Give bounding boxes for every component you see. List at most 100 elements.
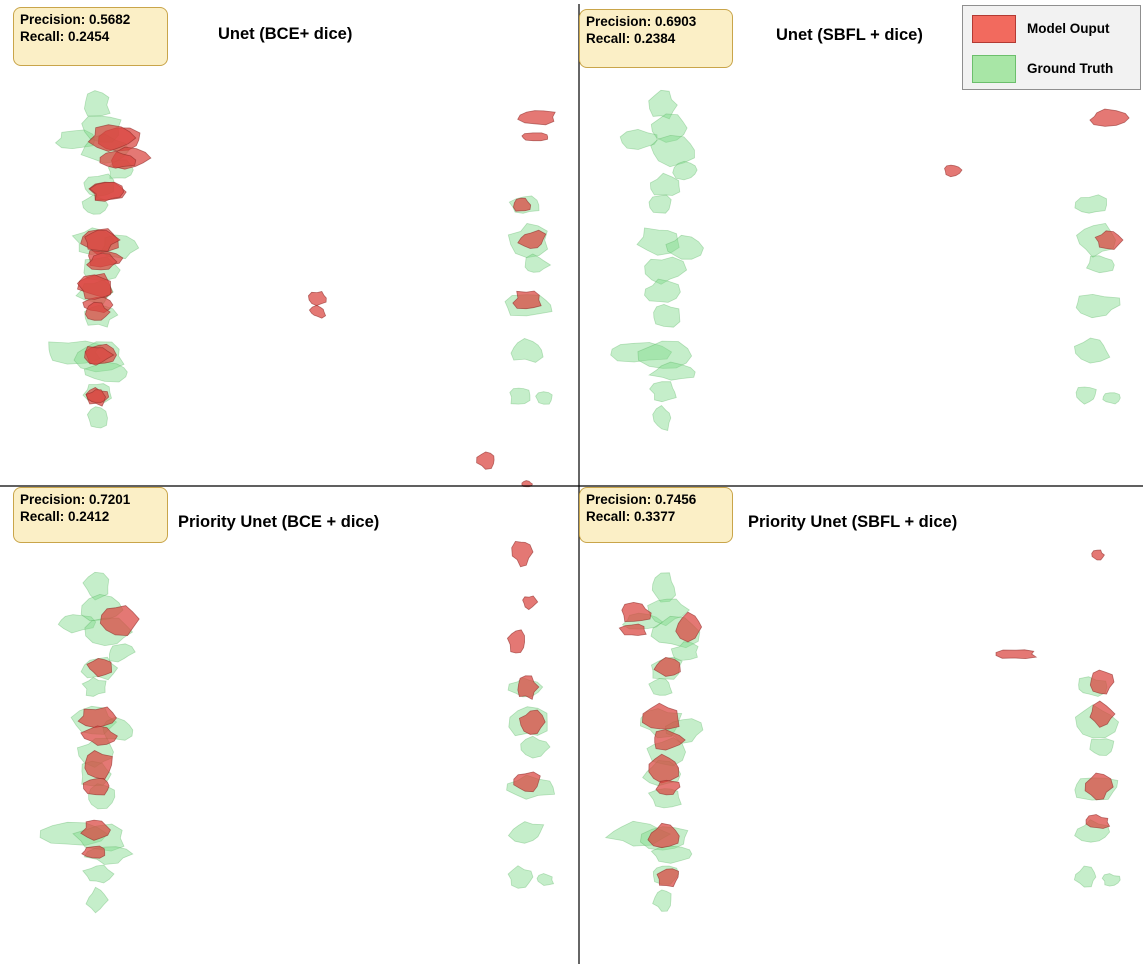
ground-truth-region <box>1085 255 1115 274</box>
ground-truth-region <box>509 387 531 405</box>
model-output-region <box>522 595 539 611</box>
ground-truth-region <box>649 381 677 403</box>
recall-value: Recall: 0.2384 <box>586 31 676 46</box>
ground-truth-region <box>83 90 111 117</box>
model-output-region <box>675 611 703 643</box>
model-output-region <box>512 197 532 212</box>
model-output-region <box>995 649 1038 660</box>
ground-truth-region <box>637 340 693 369</box>
precision-value: Precision: 0.7456 <box>586 492 697 507</box>
model-output-region <box>476 451 495 470</box>
metrics-box-priority-unet-sbfl: Precision: 0.7456 Recall: 0.3377 <box>579 487 733 543</box>
ground-truth-region <box>670 641 699 661</box>
model-output-region <box>1094 230 1124 250</box>
legend: Model Ouput Ground Truth <box>962 5 1141 90</box>
panel-priority-unet-sbfl-dice <box>604 549 1121 912</box>
ground-truth-region <box>1101 873 1121 887</box>
recall-value: Recall: 0.2454 <box>20 29 110 44</box>
model-output-region <box>80 819 111 841</box>
ground-truth-region <box>652 404 672 431</box>
ground-truth-region <box>665 234 704 260</box>
ground-truth-region <box>650 134 695 168</box>
model-output-region <box>654 729 686 751</box>
model-output-region <box>944 164 963 178</box>
ground-truth-region <box>648 194 672 214</box>
ground-truth-region <box>1074 194 1108 214</box>
legend-label-model-output: Model Ouput <box>1027 21 1110 36</box>
model-output-region <box>517 110 556 126</box>
ground-truth-region <box>108 643 136 663</box>
model-output-region <box>513 771 541 793</box>
model-output-region <box>518 709 546 735</box>
panel-title-priority-unet-sbfl: Priority Unet (SBFL + dice) <box>748 513 958 531</box>
ground-truth-region <box>648 361 696 381</box>
ground-truth-region <box>619 128 658 150</box>
precision-value: Precision: 0.7201 <box>20 492 131 507</box>
model-output-region <box>511 540 534 568</box>
metrics-box-priority-unet-bce: Precision: 0.7201 Recall: 0.2412 <box>13 487 168 543</box>
ground-truth-region <box>651 572 677 603</box>
model-output-region <box>82 777 110 796</box>
model-output-region <box>1084 772 1114 801</box>
ground-truth-region <box>536 873 555 886</box>
ground-truth-region <box>86 406 108 429</box>
metrics-box-unet-sbfl: Precision: 0.6903 Recall: 0.2384 <box>579 9 733 68</box>
ground-truth-region <box>82 571 110 601</box>
ground-truth-region <box>653 303 681 328</box>
ground-truth-region <box>647 598 691 627</box>
ground-truth-region <box>1089 738 1115 756</box>
ground-truth-region <box>644 278 681 303</box>
ground-truth-region <box>85 886 109 914</box>
ground-truth-region <box>636 227 680 256</box>
ground-truth-region <box>672 160 698 181</box>
model-output-region <box>621 601 652 623</box>
legend-label-ground-truth: Ground Truth <box>1027 61 1114 76</box>
model-output-region <box>655 779 681 796</box>
model-output-region <box>99 605 140 637</box>
ground-truth-region <box>507 865 534 889</box>
ground-truth-region <box>507 821 545 844</box>
model-output-region <box>84 229 121 252</box>
ground-truth-region <box>1075 386 1097 405</box>
ground-truth-swatch <box>972 55 1016 83</box>
model-output-region <box>85 389 107 404</box>
ground-truth-region <box>510 338 544 363</box>
model-output-region <box>653 656 681 677</box>
model-output-region <box>521 132 549 142</box>
precision-value: Precision: 0.6903 <box>586 14 697 29</box>
ground-truth-region <box>1073 337 1111 364</box>
panel-title-unet-bce: Unet (BCE+ dice) <box>218 25 353 43</box>
model-output-region <box>89 181 125 202</box>
model-output-region <box>517 675 540 700</box>
model-output-region <box>76 274 111 300</box>
model-output-region <box>1089 669 1115 695</box>
ground-truth-region <box>83 361 128 383</box>
model-output-region <box>87 124 137 152</box>
model-output-region <box>86 657 113 678</box>
legend-item-model-output: Model Ouput <box>972 15 1137 45</box>
model-output-region <box>80 725 118 746</box>
ground-truth-region <box>535 391 553 405</box>
ground-truth-region <box>648 89 678 120</box>
model-output-region <box>99 150 137 169</box>
model-output-region <box>1085 814 1111 829</box>
ground-truth-region <box>644 256 688 285</box>
model-output-region <box>1091 549 1105 561</box>
ground-truth-region <box>610 342 673 363</box>
ground-truth-region <box>524 253 552 273</box>
panel-title-priority-unet-bce: Priority Unet (BCE + dice) <box>178 513 380 531</box>
ground-truth-region <box>1073 865 1097 888</box>
ground-truth-region <box>54 129 96 150</box>
legend-item-ground-truth: Ground Truth <box>972 55 1137 85</box>
model-output-region <box>84 346 115 366</box>
model-output-region <box>81 845 106 859</box>
ground-truth-region <box>648 678 673 696</box>
model-output-region <box>85 253 118 271</box>
model-output-region <box>512 290 542 310</box>
model-output-region <box>618 623 647 636</box>
ground-truth-region <box>649 172 681 196</box>
precision-value: Precision: 0.5682 <box>20 12 131 27</box>
model-output-region <box>517 229 547 249</box>
model-output-region <box>1089 108 1130 127</box>
